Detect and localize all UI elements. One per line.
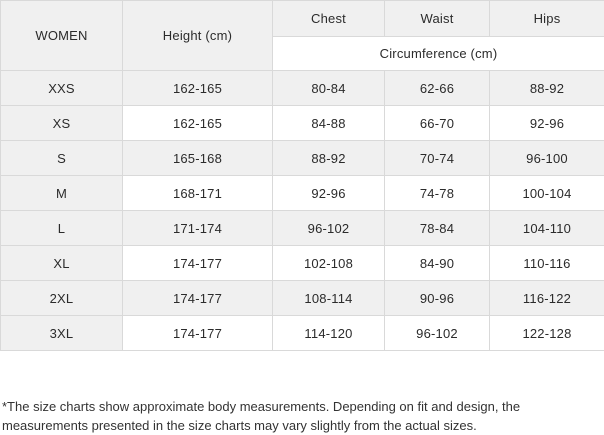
height-cell: 165-168 — [123, 141, 273, 176]
table-row: S 165-168 88-92 70-74 96-100 — [1, 141, 604, 176]
chest-cell: 102-108 — [273, 246, 385, 281]
hips-cell: 110-116 — [490, 246, 604, 281]
table-row: 2XL 174-177 108-114 90-96 116-122 — [1, 281, 604, 316]
height-cell: 174-177 — [123, 316, 273, 351]
size-cell: M — [1, 176, 123, 211]
chest-cell: 114-120 — [273, 316, 385, 351]
hips-cell: 88-92 — [490, 71, 604, 106]
chest-cell: 84-88 — [273, 106, 385, 141]
header-waist: Waist — [385, 1, 490, 37]
table-row: XXS 162-165 80-84 62-66 88-92 — [1, 71, 604, 106]
hips-cell: 100-104 — [490, 176, 604, 211]
table-row: XS 162-165 84-88 66-70 92-96 — [1, 106, 604, 141]
size-cell: 3XL — [1, 316, 123, 351]
chest-cell: 96-102 — [273, 211, 385, 246]
header-chest: Chest — [273, 1, 385, 37]
waist-cell: 62-66 — [385, 71, 490, 106]
waist-cell: 70-74 — [385, 141, 490, 176]
table-row: L 171-174 96-102 78-84 104-110 — [1, 211, 604, 246]
table-row: M 168-171 92-96 74-78 100-104 — [1, 176, 604, 211]
height-cell: 171-174 — [123, 211, 273, 246]
height-cell: 162-165 — [123, 71, 273, 106]
chest-cell: 108-114 — [273, 281, 385, 316]
size-cell: L — [1, 211, 123, 246]
hips-cell: 92-96 — [490, 106, 604, 141]
table-row: XL 174-177 102-108 84-90 110-116 — [1, 246, 604, 281]
table-body: XXS 162-165 80-84 62-66 88-92 XS 162-165… — [1, 71, 604, 351]
waist-cell: 84-90 — [385, 246, 490, 281]
waist-cell: 66-70 — [385, 106, 490, 141]
table-row: 3XL 174-177 114-120 96-102 122-128 — [1, 316, 604, 351]
subheader-circumference: Circumference (cm) — [273, 37, 604, 71]
height-cell: 174-177 — [123, 281, 273, 316]
waist-cell: 74-78 — [385, 176, 490, 211]
size-cell: XXS — [1, 71, 123, 106]
waist-cell: 90-96 — [385, 281, 490, 316]
header-row-top: WOMEN Height (cm) Chest Waist Hips — [1, 1, 604, 37]
header-hips: Hips — [490, 1, 604, 37]
header-women: WOMEN — [1, 1, 123, 71]
size-cell: XS — [1, 106, 123, 141]
waist-cell: 96-102 — [385, 316, 490, 351]
hips-cell: 104-110 — [490, 211, 604, 246]
hips-cell: 96-100 — [490, 141, 604, 176]
header-height: Height (cm) — [123, 1, 273, 71]
waist-cell: 78-84 — [385, 211, 490, 246]
size-chart-table: WOMEN Height (cm) Chest Waist Hips Circu… — [0, 0, 604, 351]
size-cell: XL — [1, 246, 123, 281]
hips-cell: 122-128 — [490, 316, 604, 351]
height-cell: 174-177 — [123, 246, 273, 281]
chest-cell: 88-92 — [273, 141, 385, 176]
table-header: WOMEN Height (cm) Chest Waist Hips Circu… — [1, 1, 604, 71]
height-cell: 162-165 — [123, 106, 273, 141]
chest-cell: 92-96 — [273, 176, 385, 211]
height-cell: 168-171 — [123, 176, 273, 211]
size-cell: 2XL — [1, 281, 123, 316]
chest-cell: 80-84 — [273, 71, 385, 106]
size-cell: S — [1, 141, 123, 176]
size-chart-footnote: *The size charts show approximate body m… — [0, 397, 590, 435]
hips-cell: 116-122 — [490, 281, 604, 316]
